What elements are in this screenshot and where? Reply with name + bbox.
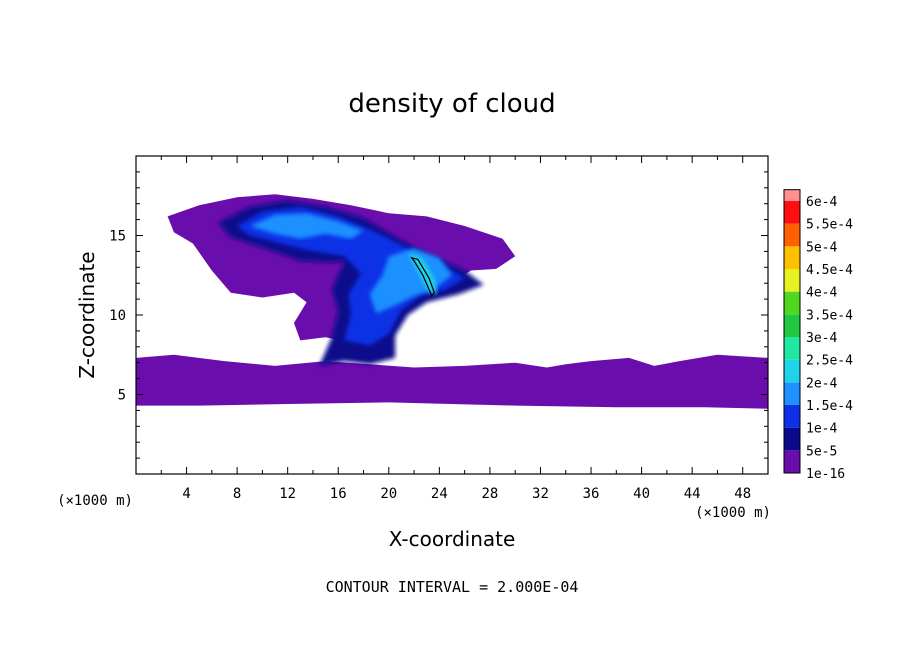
x-tick-label: 32 bbox=[532, 486, 549, 502]
colorbar-label: 5e-4 bbox=[806, 240, 837, 255]
y-unit-label: (×1000 m) bbox=[57, 493, 133, 509]
chart-title: density of cloud bbox=[348, 89, 555, 119]
colorbar-swatch-top bbox=[784, 189, 800, 201]
colorbar-swatch bbox=[784, 450, 800, 473]
y-axis-ticks: 5 10 15 bbox=[109, 171, 768, 459]
density-region-1-5e-4-0 bbox=[249, 213, 364, 239]
x-tick-label: 20 bbox=[380, 486, 397, 502]
contour-interval-caption: CONTOUR INTERVAL = 2.000E-04 bbox=[326, 578, 579, 596]
colorbar-frame bbox=[783, 189, 801, 474]
x-tick-label: 16 bbox=[330, 486, 347, 502]
x-tick-label: 8 bbox=[233, 486, 241, 502]
contour-line-0 bbox=[410, 256, 435, 298]
x-tick-label: 44 bbox=[684, 486, 701, 502]
colorbar-legend: 1e-16 5e-5 1e-4 1.5e-4 2e-4 2.5e-4 3e-4 3.5e-4 4… bbox=[783, 189, 853, 482]
y-tick-label: 5 bbox=[118, 388, 126, 404]
colorbar-label: 6e-4 bbox=[806, 195, 837, 210]
contour-lines bbox=[410, 256, 435, 298]
colorbar-swatch bbox=[784, 269, 800, 292]
density-region-1e-4-0 bbox=[237, 206, 465, 346]
colorbar-label: 5e-5 bbox=[806, 444, 837, 459]
colorbar-swatch bbox=[784, 337, 800, 360]
colorbar-swatch bbox=[784, 405, 800, 428]
density-region-1e-16-1 bbox=[136, 354, 768, 409]
colorbar-swatch bbox=[784, 314, 800, 337]
colorbar-swatch bbox=[784, 291, 800, 315]
x-tick-label: 40 bbox=[633, 486, 650, 502]
x-axis-label: X-coordinate bbox=[389, 527, 516, 551]
colorbar-swatch bbox=[784, 246, 800, 269]
colorbar-label: 1e-4 bbox=[806, 422, 837, 437]
y-tick-label: 10 bbox=[109, 308, 126, 324]
colorbar-label: 1e-16 bbox=[806, 467, 845, 482]
colorbar-swatch bbox=[784, 201, 800, 224]
colorbar-swatch bbox=[784, 382, 800, 405]
x-tick-label: 24 bbox=[431, 486, 448, 502]
density-region-1-5e-4-1 bbox=[369, 248, 452, 314]
colorbar-label: 5.5e-4 bbox=[806, 218, 853, 233]
colorbar-swatch bbox=[784, 223, 800, 247]
density-field bbox=[136, 194, 768, 409]
x-axis-ticks: 4 8 12 16 20 24 28 32 36 40 44 48 bbox=[160, 156, 751, 502]
x-tick-label: 28 bbox=[481, 486, 498, 502]
colorbar-label: 2.5e-4 bbox=[806, 354, 853, 369]
colorbar-swatch bbox=[784, 359, 800, 383]
x-tick-label: 4 bbox=[182, 486, 190, 502]
x-tick-label: 36 bbox=[583, 486, 600, 502]
x-tick-label: 12 bbox=[279, 486, 296, 502]
colorbar-label: 4e-4 bbox=[806, 286, 837, 301]
colorbar-label: 1.5e-4 bbox=[806, 399, 853, 414]
colorbar-swatch bbox=[784, 427, 800, 451]
x-unit-label: (×1000 m) bbox=[695, 505, 771, 521]
colorbar-label: 3.5e-4 bbox=[806, 308, 853, 323]
colorbar-label: 3e-4 bbox=[806, 331, 837, 346]
colorbar-label: 2e-4 bbox=[806, 376, 837, 391]
x-tick-label: 48 bbox=[734, 486, 751, 502]
y-axis-label: Z-coordinate bbox=[75, 251, 99, 378]
y-tick-label: 15 bbox=[109, 229, 126, 245]
colorbar-label: 4.5e-4 bbox=[806, 263, 853, 278]
